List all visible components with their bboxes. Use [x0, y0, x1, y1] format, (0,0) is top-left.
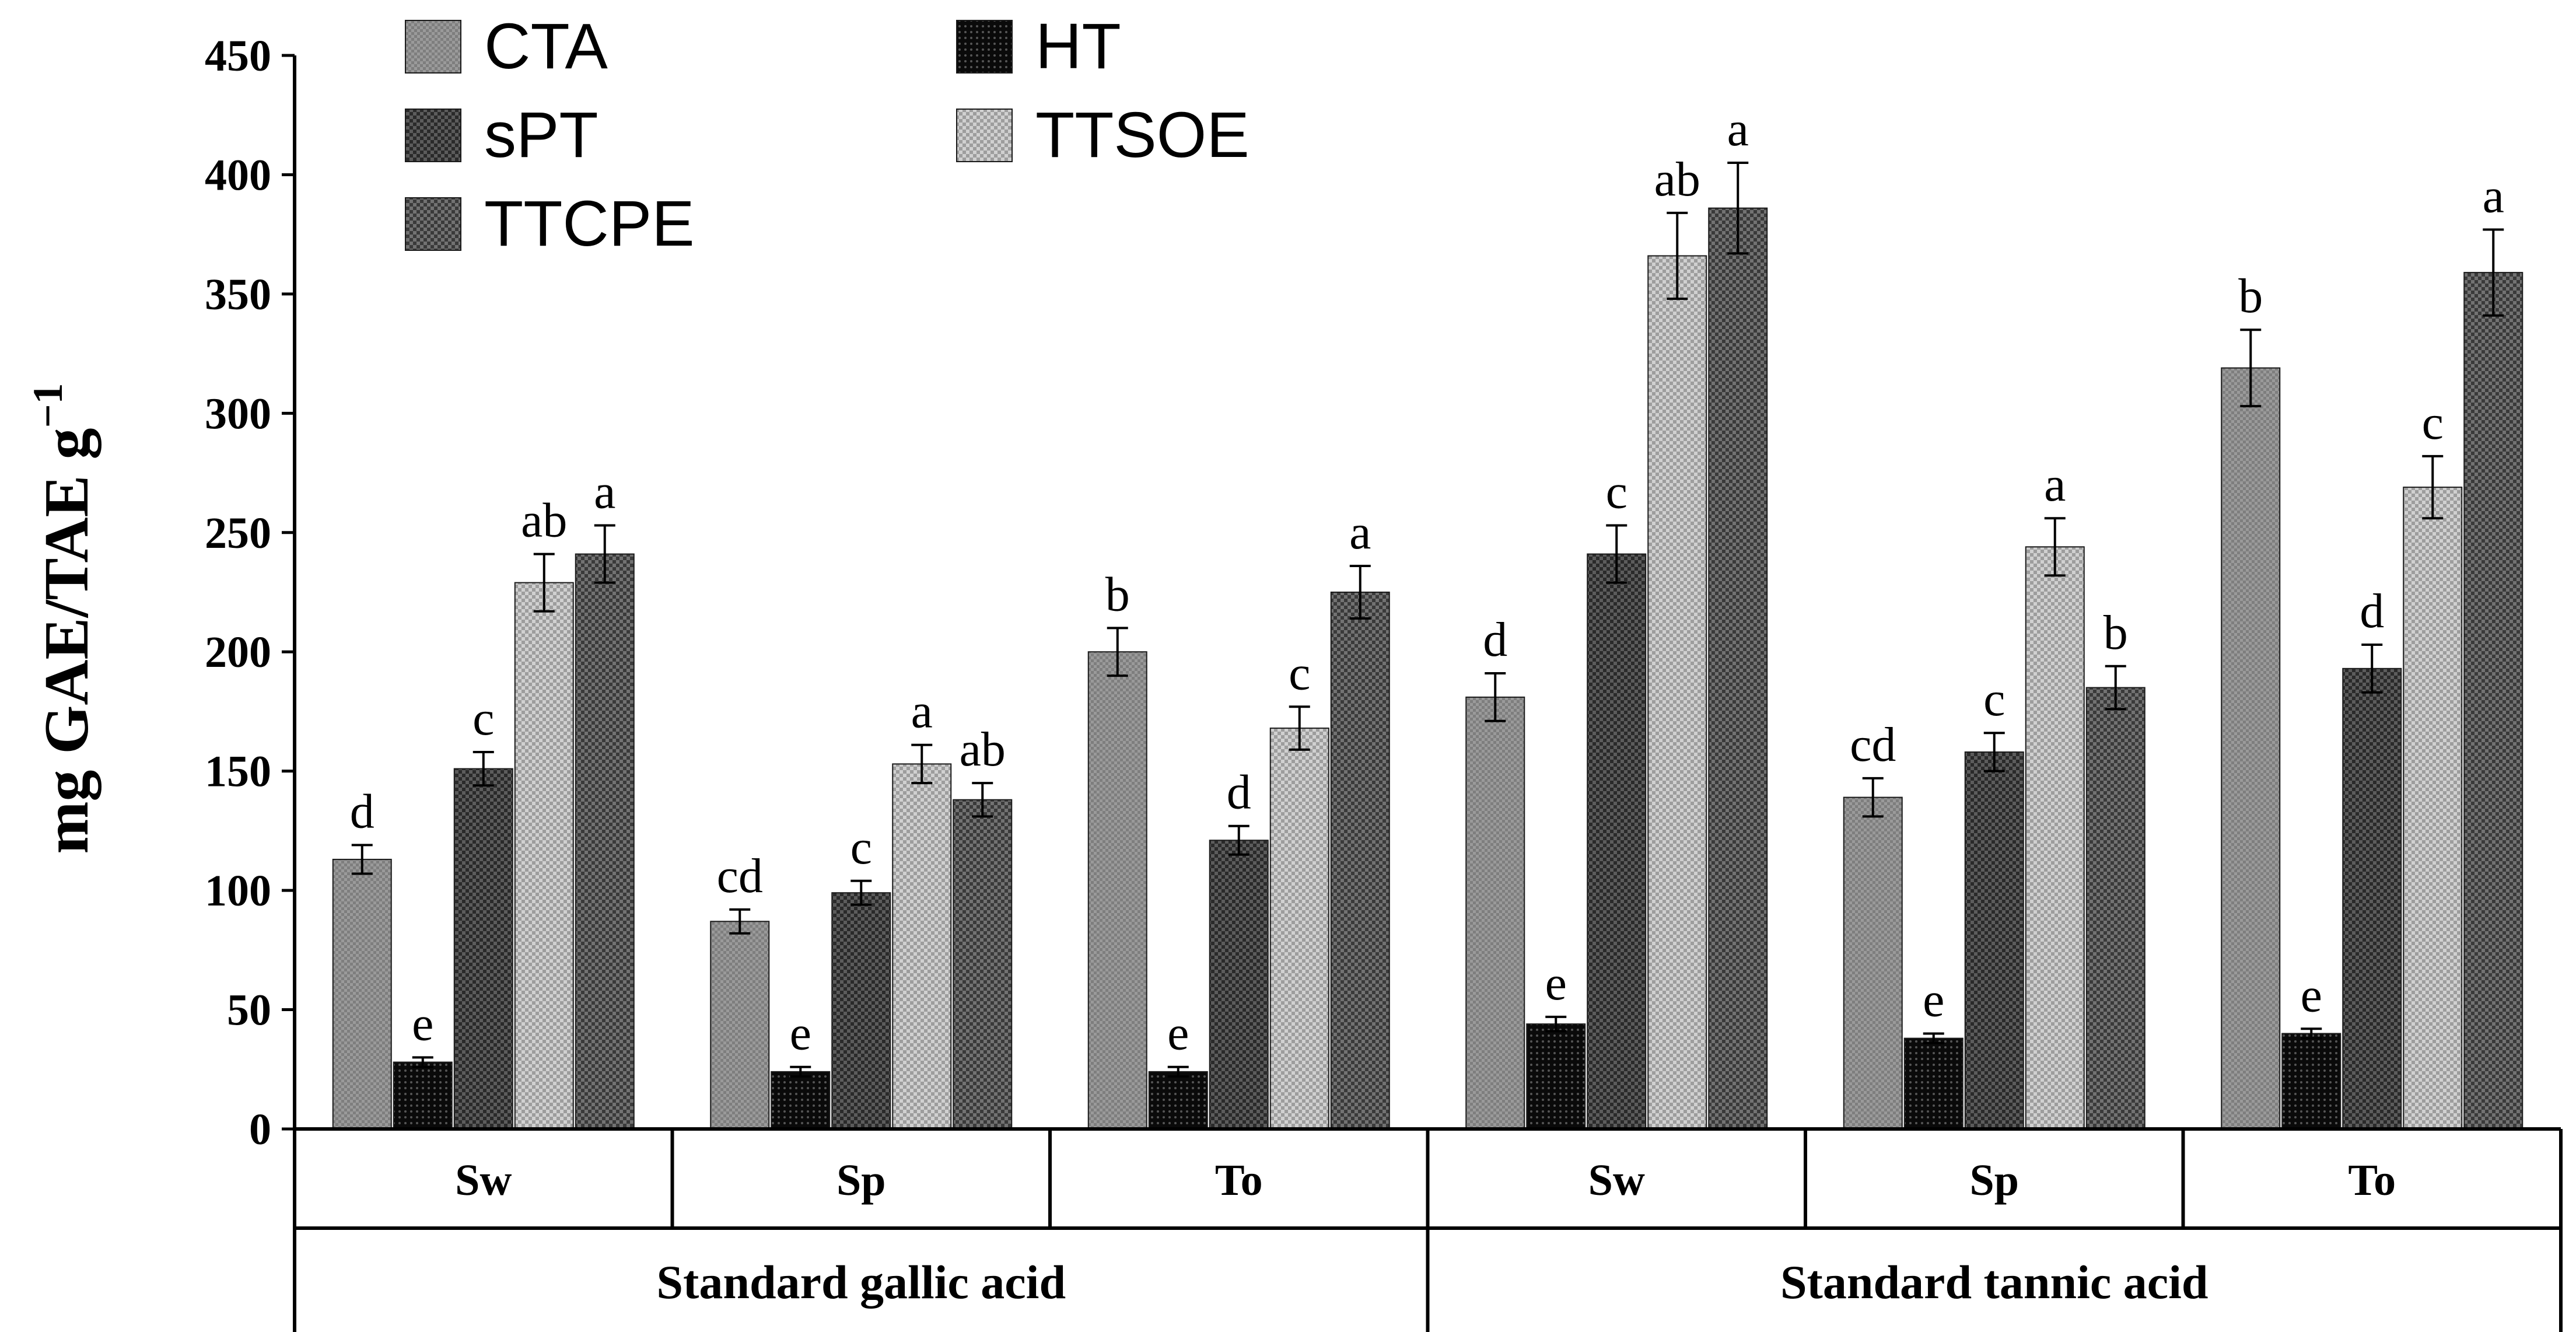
bar-spt [831, 892, 891, 1130]
category-label: Sw [1588, 1156, 1645, 1205]
group-label: Standard tannic acid [1780, 1256, 2208, 1309]
y-axis-label-superscript: −1 [24, 383, 71, 428]
bar-ttsoe [892, 763, 952, 1130]
bar-cta [332, 858, 392, 1130]
y-tick-label: 100 [205, 866, 271, 915]
bar-spt [1964, 751, 2024, 1130]
category-label: To [1215, 1156, 1263, 1205]
bar-cta [1087, 651, 1147, 1130]
significance-label: c [1983, 672, 2005, 726]
significance-label: e [2301, 968, 2322, 1022]
significance-label: c [2422, 396, 2444, 450]
legend-swatch-ttsoe [956, 109, 1013, 162]
bar-ttsoe [1647, 255, 1707, 1130]
bar-spt [1587, 553, 1647, 1130]
bar-ttsoe [514, 582, 574, 1130]
category-label: To [2348, 1156, 2396, 1205]
y-tick-label: 150 [205, 747, 271, 796]
bar-ttcpe [953, 799, 1013, 1130]
bar-ht [1903, 1037, 1964, 1130]
significance-label: a [1349, 505, 1371, 560]
category-label: Sw [455, 1156, 512, 1205]
y-axis-label-text: mg GAE/TAE g [32, 428, 102, 854]
significance-label: e [412, 997, 433, 1051]
y-axis-label: mg GAE/TAE g−1 [24, 383, 102, 854]
legend-swatch-ht [956, 20, 1013, 74]
significance-label: ab [960, 722, 1006, 777]
significance-label: ab [1654, 152, 1700, 207]
y-tick-label: 300 [205, 389, 271, 438]
bar-spt [2342, 667, 2402, 1130]
legend-label: TTSOE [1035, 99, 1250, 171]
legend-swatch-cta [405, 20, 461, 74]
significance-label: b [2104, 606, 2128, 660]
y-tick-label: 200 [205, 628, 271, 677]
bar-ttsoe [2025, 546, 2085, 1130]
significance-label: a [2483, 169, 2504, 223]
bar-ttsoe [2403, 487, 2463, 1130]
bar-ttsoe [1269, 728, 1329, 1130]
bar-ht [2281, 1033, 2342, 1130]
significance-label: cd [1850, 718, 1896, 772]
bar-ttcpe [2463, 272, 2524, 1130]
significance-label: e [1167, 1006, 1189, 1061]
bar-ttcpe [2085, 687, 2146, 1130]
significance-label: a [2044, 457, 2066, 512]
significance-label: a [594, 465, 615, 519]
significance-label: e [1545, 956, 1567, 1011]
significance-label: c [1289, 646, 1310, 700]
bar-ht [1526, 1023, 1586, 1130]
legend-label: HT [1035, 11, 1121, 82]
bar-ht [393, 1061, 453, 1130]
significance-label: b [2238, 269, 2263, 323]
legend-label: TTCPE [484, 188, 695, 260]
y-tick-label: 350 [205, 270, 271, 319]
bar-spt [453, 768, 513, 1130]
legend-swatch-spt [405, 109, 461, 162]
significance-label: e [790, 1006, 811, 1061]
significance-label: a [911, 684, 933, 739]
significance-label: d [2360, 584, 2384, 638]
legend: CTA HT sPT TTSOE TTCPE [405, 11, 1250, 260]
significance-label: a [1727, 102, 1749, 156]
bar-cta [1843, 796, 1903, 1130]
y-tick-label: 250 [205, 509, 271, 558]
y-tick-label: 450 [205, 32, 271, 81]
bar-ht [771, 1071, 831, 1130]
significance-label: c [850, 820, 872, 875]
bar-cta [1465, 696, 1525, 1130]
y-tick-label: 400 [205, 151, 271, 200]
legend-swatch-ttcpe [405, 197, 461, 251]
significance-label: c [473, 691, 494, 746]
y-tick-label: 0 [249, 1105, 271, 1154]
significance-label: ab [521, 494, 567, 548]
x-axis: Sw Sp To Sw Sp To Standard gallic acid Standard… [293, 1127, 2563, 1332]
legend-label: CTA [484, 11, 608, 82]
bar-ttcpe [1708, 207, 1768, 1130]
significance-label: c [1606, 465, 1628, 519]
significance-label: d [1227, 765, 1251, 820]
y-tick-label: 50 [227, 986, 271, 1035]
bar-ttcpe [575, 553, 635, 1130]
significance-label: d [350, 784, 374, 838]
group-label: Standard gallic acid [656, 1256, 1066, 1309]
bar-cta [2221, 367, 2281, 1130]
significance-label: b [1105, 567, 1130, 621]
significance-label: cd [717, 849, 763, 903]
bar-cta [710, 921, 770, 1130]
legend-label: sPT [484, 99, 598, 171]
significance-label: d [1483, 613, 1507, 667]
category-label: Sp [836, 1156, 886, 1205]
y-axis: 0 50 100 150 200 250 300 350 400 450 [205, 32, 296, 1154]
category-label: Sp [1969, 1156, 2019, 1205]
significance-label: e [1923, 973, 1944, 1027]
bar-ttcpe [1330, 592, 1390, 1130]
bar-ht [1148, 1071, 1208, 1130]
bar-spt [1209, 840, 1269, 1130]
